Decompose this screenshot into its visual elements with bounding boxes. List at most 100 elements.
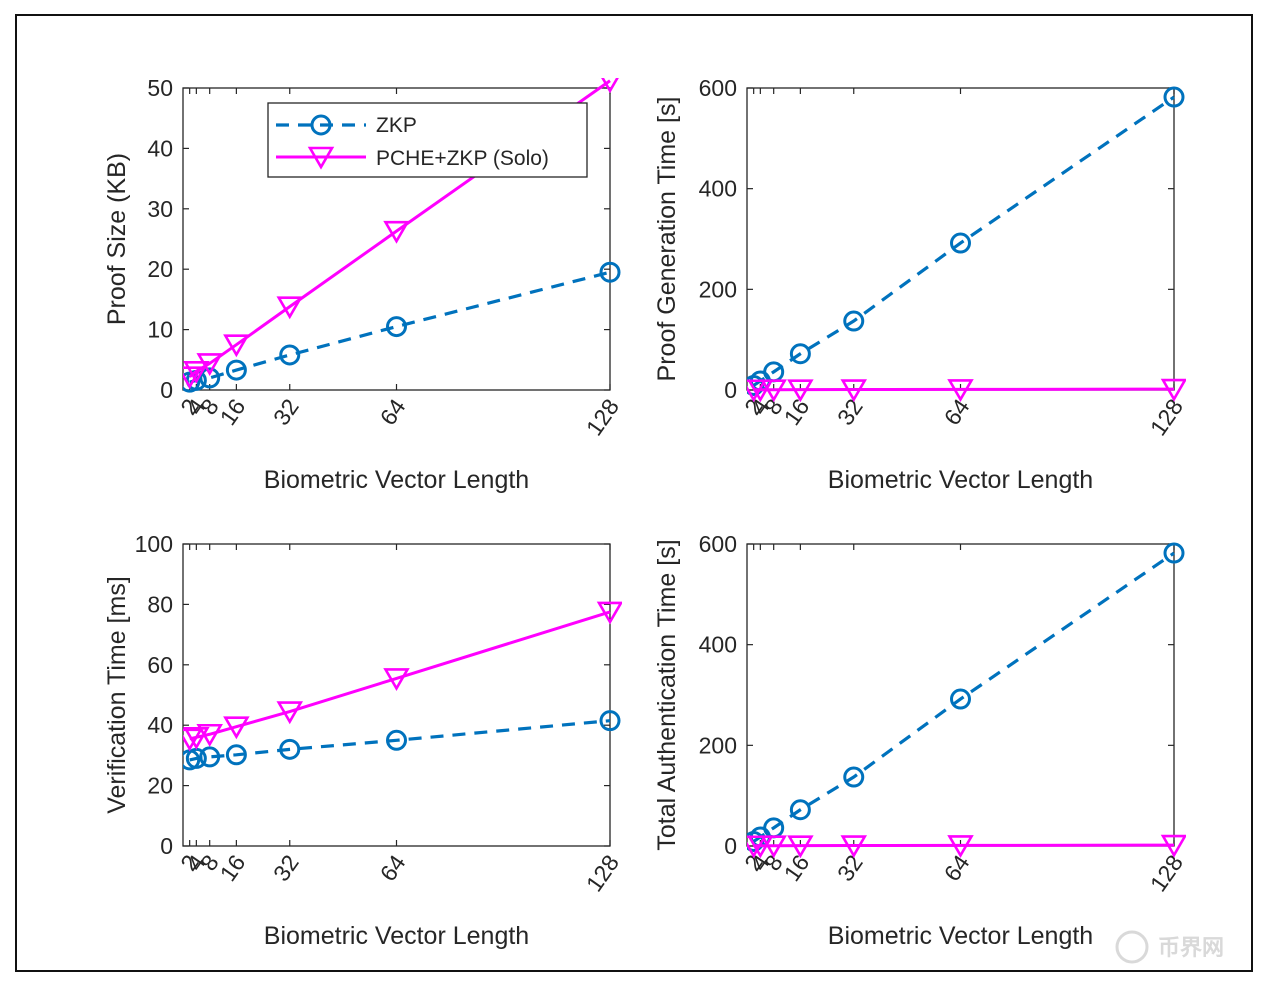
data-point-circle bbox=[279, 738, 301, 760]
series-line bbox=[752, 551, 1175, 843]
series-line bbox=[189, 610, 611, 741]
y-tick-label: 600 bbox=[699, 75, 737, 101]
x-tick-label: 128 bbox=[581, 850, 624, 896]
data-point-circle bbox=[1163, 86, 1185, 108]
x-tick-label: 64 bbox=[939, 394, 975, 430]
series-line bbox=[188, 79, 611, 378]
watermark-coin-icon bbox=[1115, 930, 1149, 964]
data-point-triangle bbox=[183, 726, 210, 750]
y-tick-label: 400 bbox=[699, 176, 737, 202]
x-axis-label: Biometric Vector Length bbox=[264, 466, 529, 494]
x-tick-label: 128 bbox=[1145, 394, 1188, 440]
data-point-triangle bbox=[196, 723, 223, 747]
x-tick-label: 16 bbox=[214, 394, 250, 430]
y-tick-label: 100 bbox=[135, 531, 173, 557]
y-tick-label: 400 bbox=[699, 632, 737, 658]
y-tick-label: 30 bbox=[147, 196, 173, 222]
data-point-triangle bbox=[787, 835, 814, 858]
legend-marker-triangle bbox=[307, 146, 335, 170]
data-point-triangle bbox=[840, 835, 868, 858]
data-point-circle bbox=[199, 367, 221, 389]
data-point-circle bbox=[950, 232, 971, 254]
legend-entry-pche: PCHE+ZKP (Solo) bbox=[276, 146, 549, 170]
data-point-triangle bbox=[183, 728, 203, 752]
x-tick-label: 64 bbox=[375, 850, 411, 886]
data-point-circle bbox=[386, 316, 407, 338]
data-point-triangle bbox=[596, 601, 622, 625]
y-tick-label: 0 bbox=[724, 833, 737, 859]
x-tick-label: 32 bbox=[268, 394, 304, 430]
x-axis-label: Biometric Vector Length bbox=[264, 922, 529, 950]
data-point-triangle bbox=[1160, 834, 1186, 858]
data-point-triangle bbox=[747, 835, 774, 858]
x-tick-label: 32 bbox=[832, 394, 868, 430]
data-point-circle bbox=[843, 766, 865, 788]
data-point-circle bbox=[199, 746, 221, 768]
data-point-triangle bbox=[276, 701, 304, 725]
x-tick-label: 64 bbox=[939, 850, 975, 886]
y-tick-label: 50 bbox=[147, 75, 173, 101]
plot-axes-box bbox=[746, 87, 1175, 391]
data-point-triangle bbox=[947, 835, 974, 858]
data-point-circle bbox=[843, 310, 865, 332]
data-point-circle bbox=[225, 744, 247, 766]
x-tick-label: 64 bbox=[375, 394, 411, 430]
series-line bbox=[753, 843, 1175, 848]
data-point-triangle bbox=[840, 379, 868, 402]
x-tick-label: 16 bbox=[214, 850, 250, 886]
y-tick-label: 20 bbox=[147, 773, 173, 799]
series-pche-zkp bbox=[183, 78, 619, 390]
y-tick-label: 10 bbox=[147, 317, 173, 343]
data-point-circle bbox=[599, 261, 621, 283]
watermark-text: 币界网 bbox=[1158, 935, 1224, 960]
series-pche-zkp bbox=[183, 601, 622, 752]
y-tick-label: 200 bbox=[699, 732, 737, 758]
y-tick-label: 20 bbox=[147, 256, 173, 282]
data-point-triangle bbox=[947, 379, 974, 402]
series-pche-zkp bbox=[747, 834, 1186, 858]
figure-frame bbox=[15, 14, 1253, 972]
legend-marker-circle bbox=[310, 114, 332, 136]
x-axis-label: Biometric Vector Length bbox=[828, 466, 1093, 494]
x-axis-label: Biometric Vector Length bbox=[828, 922, 1093, 950]
data-point-circle bbox=[225, 359, 247, 381]
data-point-triangle bbox=[196, 353, 223, 377]
data-point-triangle bbox=[1160, 378, 1186, 402]
plot-axes-box bbox=[746, 543, 1175, 847]
watermark: 币界网 bbox=[1115, 930, 1224, 964]
x-tick-label: 16 bbox=[778, 850, 814, 886]
y-tick-label: 0 bbox=[160, 377, 173, 403]
x-tick-label: 128 bbox=[1145, 850, 1188, 896]
y-axis-label: Total Authentication Time [s] bbox=[653, 539, 681, 850]
series-line bbox=[753, 387, 1175, 392]
legend-label-zkp: ZKP bbox=[376, 114, 417, 137]
data-point-triangle bbox=[787, 379, 814, 402]
data-point-triangle bbox=[760, 835, 787, 858]
data-point-triangle bbox=[383, 668, 410, 691]
series-line bbox=[189, 719, 611, 762]
data-point-triangle bbox=[383, 220, 410, 244]
data-point-triangle bbox=[223, 716, 250, 740]
data-point-circle bbox=[789, 343, 811, 365]
x-tick-label: 32 bbox=[268, 850, 304, 886]
y-tick-label: 40 bbox=[147, 712, 173, 738]
data-point-circle bbox=[386, 729, 407, 751]
plot-axes-box bbox=[182, 543, 611, 847]
y-tick-label: 60 bbox=[147, 652, 173, 678]
y-axis-label: Proof Size (KB) bbox=[103, 153, 131, 325]
data-point-triangle bbox=[601, 78, 619, 94]
y-axis-label: Proof Generation Time [s] bbox=[653, 97, 681, 382]
data-point-triangle bbox=[223, 334, 250, 358]
legend: ZKP PCHE+ZKP (Solo) bbox=[267, 102, 588, 178]
data-point-circle bbox=[279, 344, 301, 366]
y-tick-label: 0 bbox=[160, 833, 173, 859]
series-zkp bbox=[747, 86, 1185, 396]
x-tick-label: 16 bbox=[778, 394, 814, 430]
data-point-triangle bbox=[760, 379, 787, 402]
series-line bbox=[189, 270, 611, 384]
legend-entry-zkp: ZKP bbox=[276, 114, 417, 137]
